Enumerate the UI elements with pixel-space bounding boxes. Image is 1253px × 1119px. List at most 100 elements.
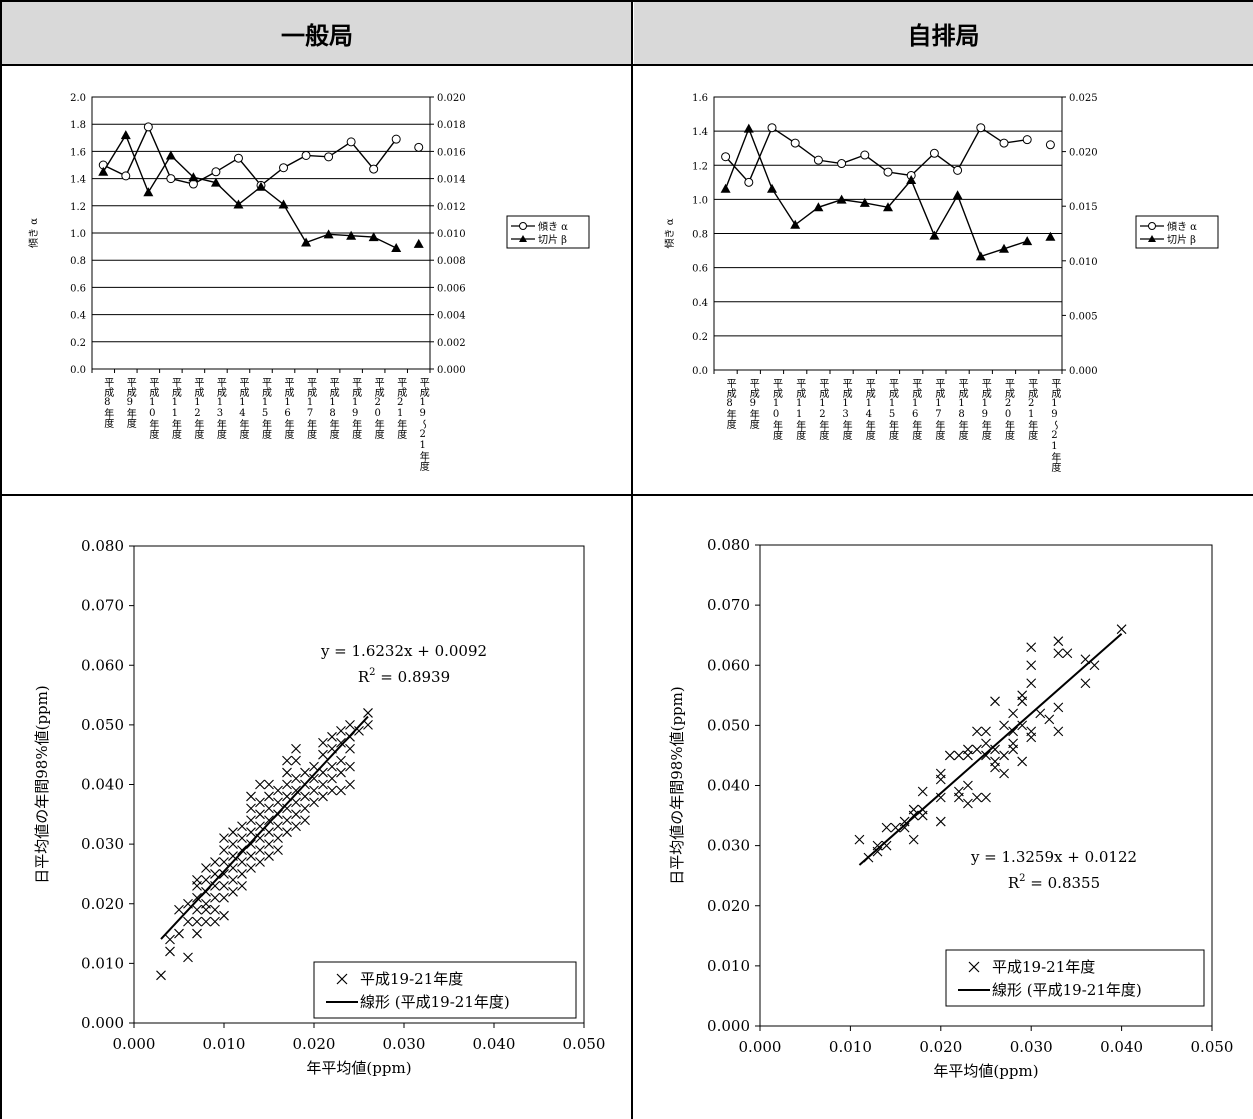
x-axis-label: 年平均値(ppm) — [933, 1062, 1038, 1080]
beta-point — [952, 190, 963, 200]
trend-line — [858, 633, 1123, 866]
legend-alpha-marker — [519, 222, 527, 230]
legend-point-marker — [336, 973, 348, 985]
beta-point — [813, 202, 824, 212]
data-point — [300, 815, 310, 826]
data-point — [990, 696, 1000, 707]
data-point — [219, 845, 229, 855]
x-tick-label: 平成19～21年度 — [1049, 378, 1061, 473]
data-point — [201, 916, 211, 927]
data-point — [309, 761, 319, 772]
data-point — [282, 755, 292, 766]
data-point — [300, 803, 310, 814]
data-point — [237, 821, 247, 832]
y2-tick-label: 0.016 — [437, 147, 466, 158]
series-line — [102, 133, 397, 249]
alpha-point — [1045, 140, 1055, 150]
beta-point — [143, 187, 154, 197]
x-tick-label: 平成17年度 — [305, 377, 317, 440]
data-point — [246, 827, 256, 838]
x-tick-label: 平成11年度 — [169, 377, 181, 440]
data-point — [1008, 738, 1019, 749]
y-tick-label: 0.060 — [707, 656, 750, 674]
data-point — [345, 719, 355, 730]
y-tick-label: 0.010 — [707, 957, 750, 975]
data-point — [327, 785, 337, 796]
x-tick-label: 平成18年度 — [956, 378, 968, 441]
y-tick-label: 0.040 — [81, 776, 124, 794]
frame-header-divider — [0, 64, 1253, 66]
data-point — [246, 839, 256, 850]
y-axis-label: 日平均値の年間98%値(ppm) — [33, 685, 51, 883]
beta-point — [999, 243, 1009, 253]
y-tick-label: 0.020 — [81, 895, 124, 913]
data-point — [291, 743, 301, 754]
alpha-point — [953, 165, 963, 175]
data-point — [1026, 660, 1037, 671]
data-point — [165, 946, 175, 957]
data-point — [219, 869, 229, 879]
x-tick-label: 0.000 — [739, 1038, 782, 1056]
plot-area — [91, 96, 431, 370]
alpha-point — [324, 152, 334, 162]
data-point — [872, 840, 883, 851]
data-point — [282, 779, 292, 790]
y2-tick-label: 0.014 — [437, 175, 466, 186]
legend-line-label: 線形 (平成19-21年度) — [360, 993, 510, 1011]
data-point — [963, 744, 973, 755]
alpha-point — [301, 150, 311, 160]
data-point — [273, 845, 283, 855]
x-tick-label: 平成10年度 — [771, 378, 783, 441]
data-point — [219, 892, 229, 903]
scatter-chart-general: 0.000 0.010 0.020 0.030 0.040 0.050 0.060 0.070… — [33, 537, 605, 1077]
beta-point — [391, 242, 402, 252]
y2-tick-label: 0.006 — [437, 283, 466, 294]
data-point — [264, 827, 274, 838]
data-point — [228, 839, 238, 850]
data-point — [953, 786, 964, 797]
data-point — [1026, 678, 1037, 689]
x-tick-label: 平成20年度 — [1003, 378, 1015, 441]
y2-tick-label: 0.015 — [1069, 202, 1098, 213]
r-squared: R2 = 0.8355 — [1008, 873, 1100, 892]
data-point — [1008, 726, 1019, 737]
data-point — [972, 744, 982, 755]
data-point — [282, 815, 292, 826]
y-tick-label: 1.0 — [70, 229, 86, 240]
data-point — [336, 767, 346, 778]
beta-point — [883, 202, 893, 212]
y2-tick-label: 0.025 — [1069, 93, 1098, 104]
x-tick-label: 平成20年度 — [372, 377, 384, 440]
data-point — [291, 773, 301, 784]
legend-line-label: 線形 (平成19-21年度) — [992, 981, 1142, 999]
data-point — [273, 821, 283, 832]
y-tick-label: 0.4 — [692, 298, 708, 309]
data-point — [917, 786, 928, 797]
y-tick-label: 0.2 — [692, 332, 708, 343]
y-tick-label: 1.8 — [70, 120, 86, 131]
x-tick-label: 平成10年度 — [147, 377, 159, 440]
data-point — [255, 779, 265, 790]
data-point — [981, 738, 991, 749]
data-point — [255, 797, 265, 808]
x-tick-label: 平成8年度 — [102, 377, 114, 429]
beta-point — [165, 150, 176, 160]
data-point — [963, 798, 973, 809]
alpha-point — [721, 152, 731, 162]
data-point — [201, 875, 211, 885]
data-point — [228, 875, 238, 885]
data-point — [246, 815, 256, 826]
data-point — [291, 809, 301, 820]
y2-tick-label: 0.004 — [437, 311, 466, 322]
data-point — [1053, 648, 1064, 659]
data-point — [201, 863, 211, 873]
x-tick-label: 平成12年度 — [192, 377, 204, 440]
y-tick-label: 0.050 — [707, 716, 750, 734]
trend-line — [160, 715, 369, 940]
alpha-point — [790, 138, 800, 148]
y-tick-label: 2.0 — [70, 93, 86, 104]
data-point — [246, 863, 256, 873]
regression-equation: y = 1.3259x + 0.0122 — [970, 848, 1137, 866]
data-point — [345, 761, 355, 772]
x-tick-label: 平成18年度 — [327, 377, 339, 440]
